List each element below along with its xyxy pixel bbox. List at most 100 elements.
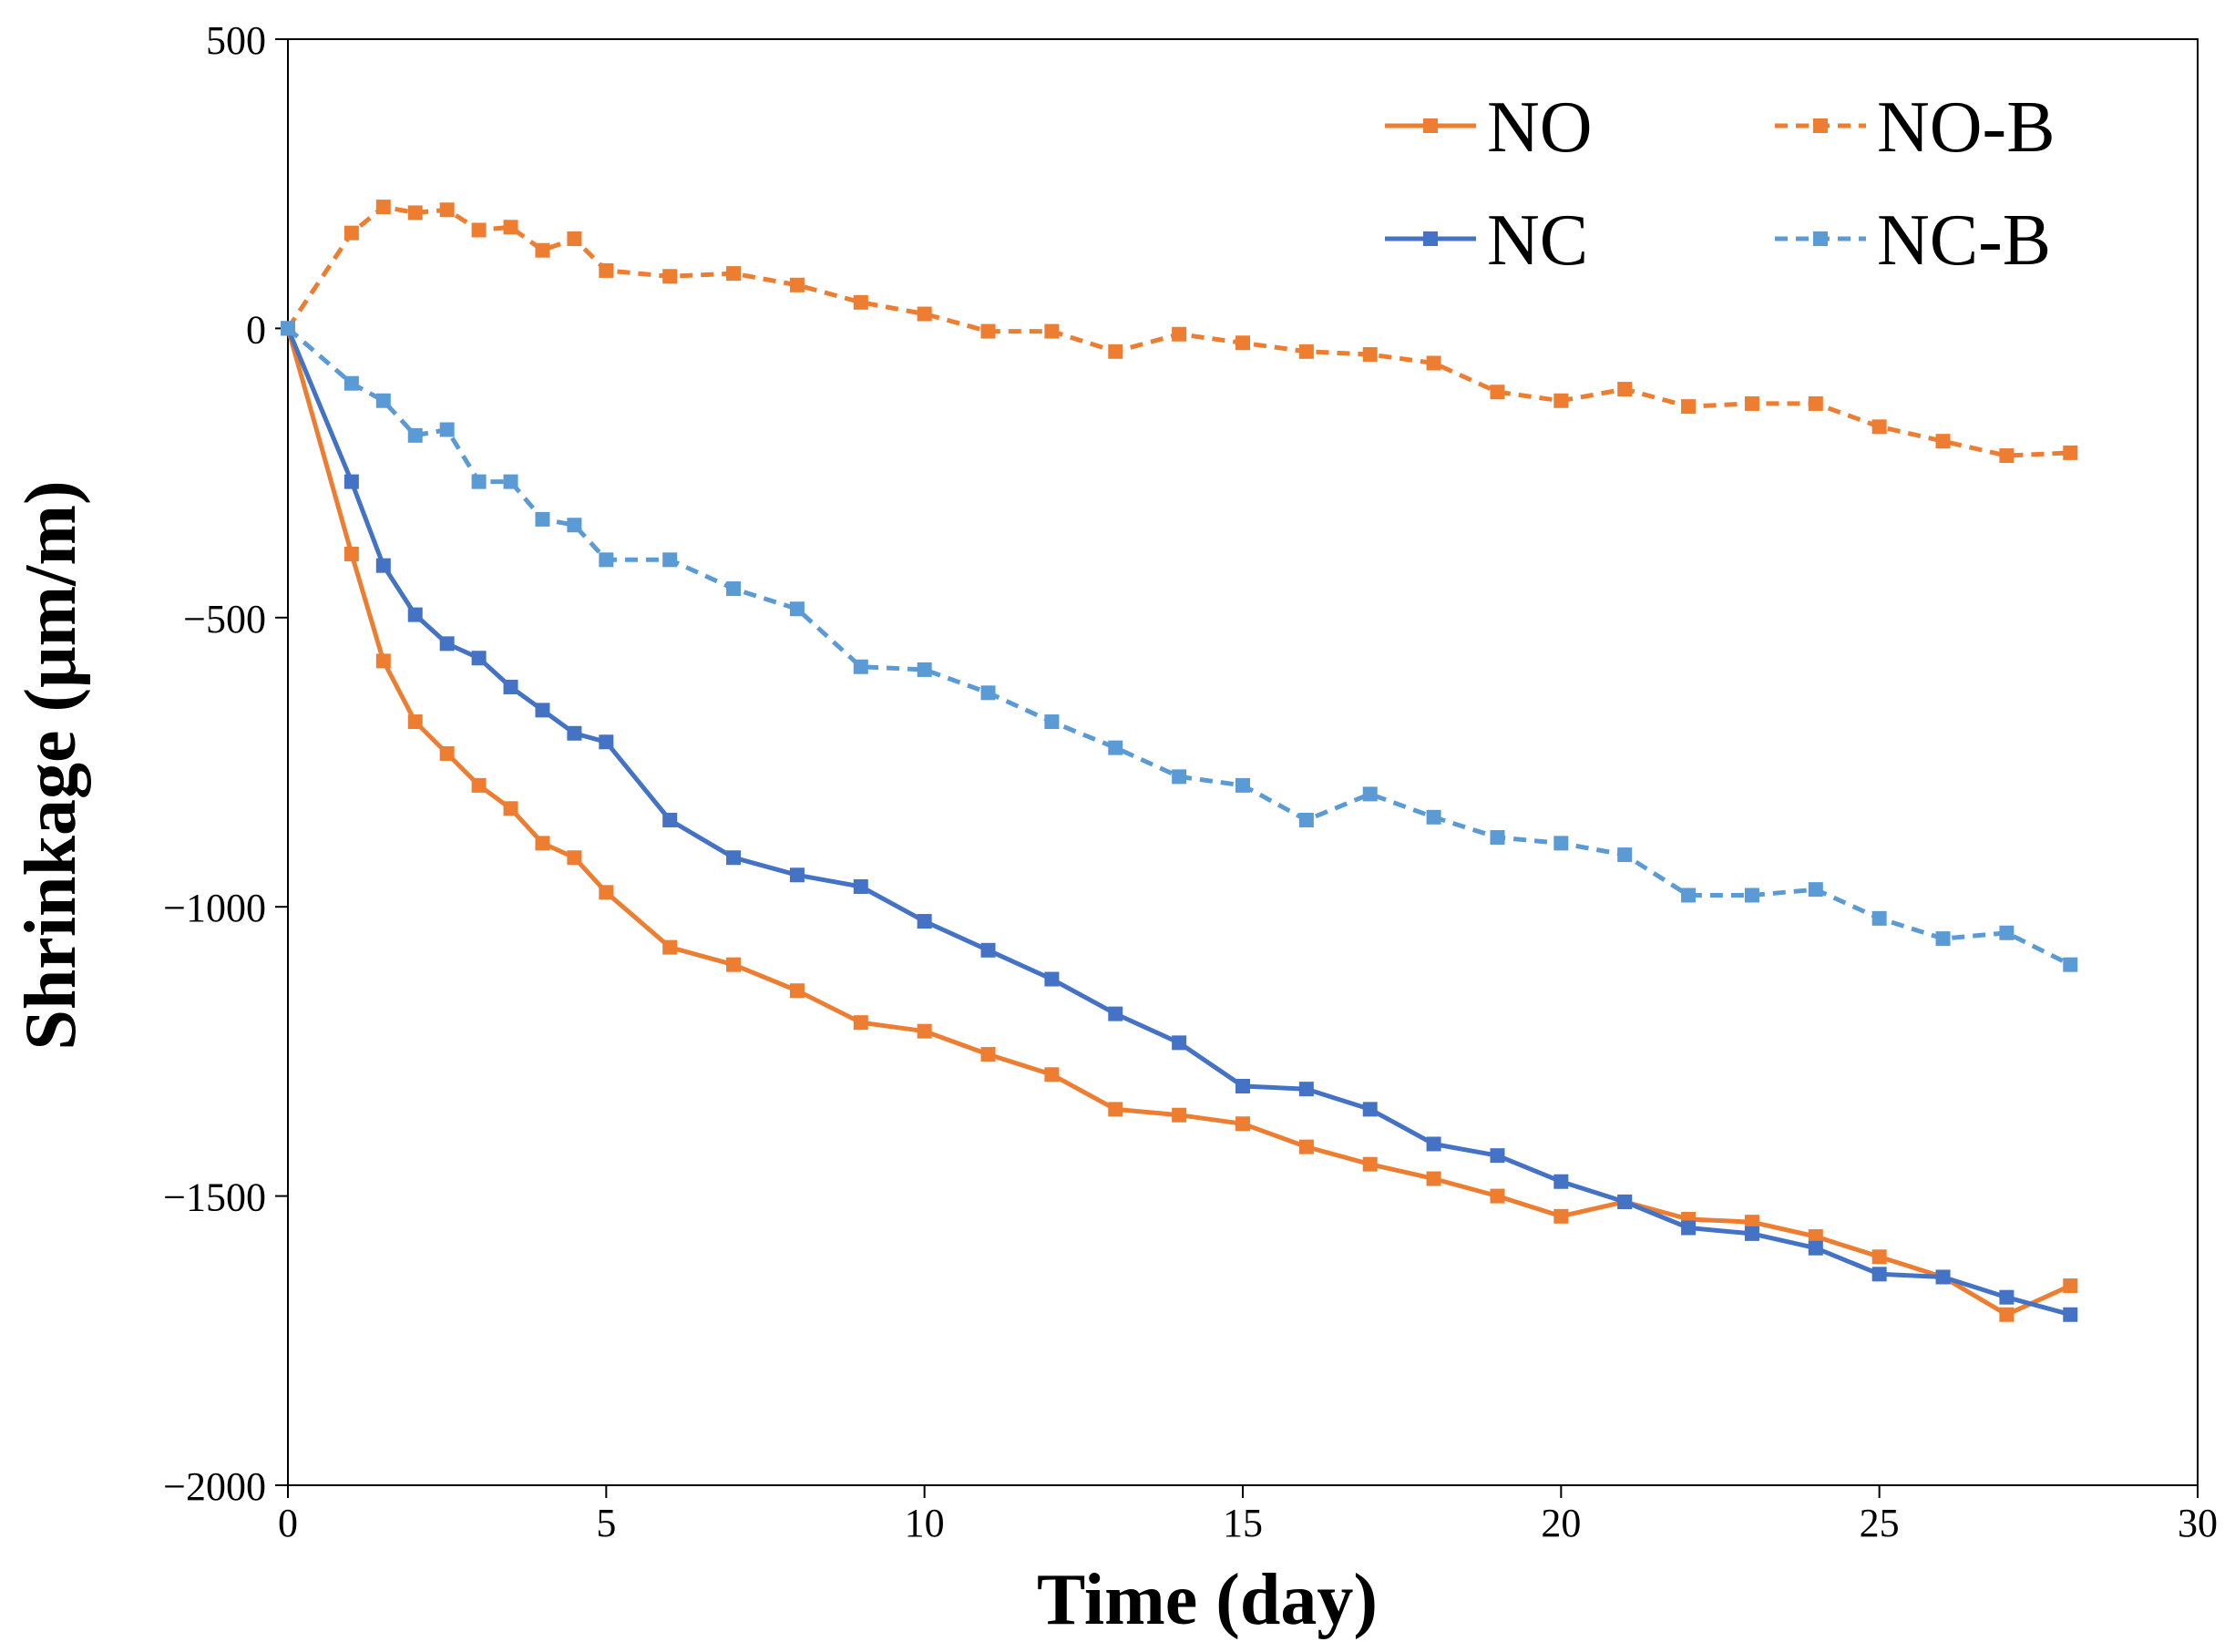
data-point [1999, 448, 2015, 464]
x-tick-label: 10 [905, 1501, 945, 1545]
data-point [281, 321, 295, 336]
data-point [1172, 1107, 1187, 1123]
x-tick-label: 15 [1223, 1501, 1263, 1545]
data-point [1362, 1156, 1378, 1172]
data-point [1553, 836, 1569, 851]
x-tick-label: 20 [1541, 1501, 1581, 1545]
data-point [980, 323, 996, 339]
data-point [1744, 888, 1759, 903]
data-point [789, 601, 805, 617]
data-point [439, 202, 455, 218]
data-point [1808, 1240, 1823, 1256]
data-point [853, 659, 868, 674]
data-point [1999, 1289, 2015, 1305]
data-point [1681, 888, 1697, 903]
x-axis-title: Time (day) [1037, 1560, 1378, 1640]
data-point [407, 427, 423, 443]
data-point [535, 511, 550, 527]
data-point [726, 850, 742, 866]
y-tick-label: −1000 [163, 886, 266, 930]
data-point [1871, 1267, 1887, 1282]
data-point [1298, 1139, 1314, 1154]
data-point [1617, 1194, 1633, 1209]
data-point [1808, 395, 1823, 411]
data-point [343, 474, 359, 489]
data-point [1298, 812, 1314, 827]
data-point [2063, 1277, 2078, 1293]
data-point [1172, 1035, 1187, 1051]
legend-item-nc: NC [1385, 200, 1588, 281]
data-point [917, 914, 932, 929]
data-point [407, 714, 423, 730]
series-line [286, 326, 2072, 967]
data-point [375, 200, 391, 215]
data-point [1617, 847, 1633, 863]
data-point [1044, 1067, 1060, 1083]
data-point [980, 942, 996, 958]
data-point [726, 266, 742, 282]
data-point [471, 222, 487, 238]
data-point [789, 277, 805, 292]
data-point [439, 422, 455, 437]
data-point [1362, 786, 1378, 802]
data-point [917, 1023, 932, 1039]
data-point [853, 1015, 868, 1031]
data-point [726, 957, 742, 972]
data-point [1871, 419, 1887, 435]
data-point [662, 812, 678, 827]
data-point [1808, 882, 1823, 898]
data-point [1235, 777, 1250, 793]
legend-swatch-marker [1423, 118, 1438, 133]
y-tick-label: −2000 [163, 1464, 266, 1509]
data-point [1999, 1307, 2015, 1322]
legend-label: NO-B [1877, 87, 2056, 168]
data-point [1426, 809, 1441, 825]
y-tick-label: 0 [246, 307, 266, 352]
data-point [1044, 323, 1060, 339]
data-point [343, 546, 359, 561]
data-point [567, 231, 582, 247]
data-point [853, 294, 868, 310]
data-point [1298, 1082, 1314, 1097]
data-point [1935, 434, 1951, 449]
data-point [1553, 1174, 1569, 1189]
data-point [567, 725, 582, 741]
x-tick-label: 25 [1860, 1501, 1900, 1545]
data-point [599, 734, 614, 750]
series-nc-b [281, 321, 2078, 972]
axis-ticks: 0 5 10 15 20 25 30 500 0 −500 −1000 −1500 −2000 [163, 18, 2218, 1545]
data-point [1681, 399, 1697, 415]
data-point [471, 651, 487, 666]
data-point [1617, 382, 1633, 397]
legend-item-no: NO [1385, 87, 1593, 168]
y-tick-label: 500 [206, 18, 266, 63]
data-point [1490, 830, 1505, 846]
data-point [439, 636, 455, 652]
data-point [1426, 1136, 1441, 1152]
data-point [789, 867, 805, 883]
data-point [343, 225, 359, 241]
data-point [1426, 355, 1441, 371]
legend-swatch-marker [1813, 118, 1828, 133]
data-point [1108, 1006, 1123, 1021]
data-point [535, 836, 550, 851]
y-tick-label: −500 [183, 597, 266, 641]
data-point [1744, 1215, 1759, 1230]
data-point [375, 393, 391, 408]
data-point [1553, 393, 1569, 408]
data-point [1235, 1116, 1250, 1132]
data-point [2063, 445, 2078, 460]
data-point [1490, 385, 1505, 400]
data-point [599, 262, 614, 278]
data-point [1108, 740, 1123, 755]
data-point [407, 205, 423, 221]
data-point [980, 1047, 996, 1062]
data-point [503, 679, 518, 694]
data-point [1553, 1208, 1569, 1224]
data-point [1935, 931, 1951, 947]
data-point [1871, 1249, 1887, 1265]
data-point [1108, 344, 1123, 359]
data-point [439, 745, 455, 761]
data-point [1744, 1226, 1759, 1241]
legend-swatch-marker [1813, 231, 1828, 246]
